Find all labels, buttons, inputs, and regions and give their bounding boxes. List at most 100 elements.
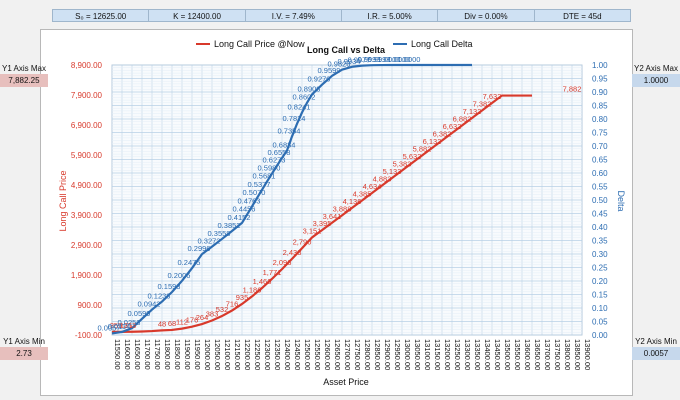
y1-axis-title: Long Call Price xyxy=(58,170,68,231)
data-label-price: 5,882 xyxy=(413,145,432,154)
y2-axis-min-box: Y2 Axis Min 0.0057 xyxy=(632,336,680,360)
grid-layer xyxy=(111,64,583,336)
legend-label-price: Long Call Price @Now xyxy=(214,39,305,49)
data-label-delta: 0.9977 xyxy=(348,56,371,65)
data-label-delta: 0.9998 xyxy=(368,55,391,64)
x-tick-label: 13900.00 xyxy=(583,339,592,370)
data-label-delta: 0.5070 xyxy=(243,188,266,197)
x-tick-label: 12750.00 xyxy=(353,339,362,370)
y2-tick-label: 0.80 xyxy=(592,115,608,124)
y1-tick-label: 1,900.00 xyxy=(71,271,103,280)
data-label-delta: 0.2475 xyxy=(178,258,201,267)
data-label-delta: 0.2006 xyxy=(168,271,191,280)
data-label-price: 4,883 xyxy=(373,175,392,184)
x-tick-label: 12550.00 xyxy=(313,339,322,370)
data-label-delta: 0.4763 xyxy=(238,196,261,205)
data-label-price: 264 xyxy=(196,313,209,322)
data-label-price: 1,771 xyxy=(263,268,282,277)
data-label-delta: 1.0000 xyxy=(388,55,411,64)
x-tick-label: 13750.00 xyxy=(553,339,562,370)
data-label-price: 5,383 xyxy=(393,160,412,169)
y2-tick-label: 0.25 xyxy=(592,264,608,273)
data-label-delta: 0.5377 xyxy=(248,180,271,189)
data-label-delta: 0.0599 xyxy=(128,309,151,318)
y1-axis-max-value[interactable]: 7,882.25 xyxy=(0,74,48,87)
x-tick-label: 12450.00 xyxy=(293,339,302,370)
x-tick-label: 12300.00 xyxy=(263,339,272,370)
data-label-delta: 0.1238 xyxy=(148,292,171,301)
x-tick-label: 13650.00 xyxy=(533,339,542,370)
data-label-price: 17 xyxy=(120,321,128,330)
data-label-price: 716 xyxy=(226,300,239,309)
data-label-delta: 0.8908 xyxy=(298,84,321,93)
x-tick-label: 13600.00 xyxy=(523,339,532,370)
x-tick-label: 12200.00 xyxy=(243,339,252,370)
data-label-delta: 0.0114 xyxy=(108,322,130,331)
data-label-price: 3,151 xyxy=(303,226,322,235)
y2-tick-label: 0.30 xyxy=(592,250,608,259)
y2-axis-max-value[interactable]: 1.0000 xyxy=(632,74,680,87)
x-tick-label: 11850.00 xyxy=(173,339,182,370)
data-label-delta: 0.6273 xyxy=(263,156,286,165)
x-tick-label: 11750.00 xyxy=(153,339,162,370)
data-label-delta: 0.8241 xyxy=(288,102,311,111)
x-tick-label: 13700.00 xyxy=(543,339,552,370)
data-label-price: 3,395 xyxy=(313,219,332,228)
data-label-price: 5,632 xyxy=(403,152,422,161)
data-label-price: 383 xyxy=(206,310,219,319)
y2-tick-label: 0.60 xyxy=(592,169,608,178)
y1-tick-label: 5,900.00 xyxy=(71,151,103,160)
y1-tick-label: 900.00 xyxy=(78,301,103,310)
x-tick-label: 12700.00 xyxy=(343,339,352,370)
data-label-delta: 0.9270 xyxy=(308,75,331,84)
data-label-delta: 0.3272 xyxy=(198,237,221,246)
data-label-delta: 0.8602 xyxy=(293,93,316,102)
data-label-price: 1,186 xyxy=(243,285,262,294)
y1-axis-max-label: Y1 Axis Max xyxy=(1,64,46,73)
y1-tick-label: 7,900.00 xyxy=(71,91,103,100)
y1-tick-label: -100.00 xyxy=(75,331,103,340)
x-tick-label: 11800.00 xyxy=(163,339,172,370)
param-div: Div = 0.00% xyxy=(437,9,535,22)
x-tick-label: 13800.00 xyxy=(563,339,572,370)
y2-tick-label: 0.00 xyxy=(592,331,608,340)
data-label-price: 6,382 xyxy=(433,130,452,139)
data-label-price: 2,096 xyxy=(273,258,292,267)
data-label-delta: 0.4152 xyxy=(228,213,251,222)
x-tick-label: 11550.00 xyxy=(113,339,122,370)
data-label-price: 3 xyxy=(110,321,114,330)
axis-layer: -100.00 900.00 1,900.00 2,900.00 3,900.00 4,9… xyxy=(71,61,608,370)
x-tick-label: 13850.00 xyxy=(573,339,582,370)
data-label-delta: 0.4456 xyxy=(233,205,256,214)
data-label-price: 6,632 xyxy=(443,122,462,131)
data-label-price: 7,132 xyxy=(463,107,482,116)
y1-tick-label: 8,900.00 xyxy=(71,61,103,70)
data-label-price: 935 xyxy=(236,293,249,302)
parameter-bar: S₀ = 12625.00 K = 12400.00 I.V. = 7.49% … xyxy=(52,9,631,22)
series-line-price xyxy=(111,94,532,334)
x-tick-label: 12850.00 xyxy=(373,339,382,370)
data-label-delta: 0.7354 xyxy=(278,126,301,135)
data-label-delta: 0.5681 xyxy=(253,172,276,181)
data-label-delta: 0.5980 xyxy=(258,164,281,173)
y2-tick-label: 0.85 xyxy=(592,102,608,111)
data-label-price: 68 xyxy=(168,319,176,328)
x-tick-label: 13500.00 xyxy=(503,339,512,370)
x-tick-label: 13200.00 xyxy=(443,339,452,370)
data-label-price: 532 xyxy=(216,305,229,314)
x-tick-label: 11700.00 xyxy=(143,339,152,370)
data-label-price: 48 xyxy=(158,319,166,328)
legend-label-delta: Long Call Delta xyxy=(411,39,473,49)
y1-axis-min-box: Y1 Axis Min 2.73 xyxy=(0,336,48,360)
y2-tick-label: 1.00 xyxy=(592,61,608,70)
y1-axis-min-value[interactable]: 2.73 xyxy=(0,347,48,360)
data-label-delta: 0.9599 xyxy=(318,66,341,75)
y2-axis-min-value[interactable]: 0.0057 xyxy=(632,347,680,360)
x-tick-label: 11950.00 xyxy=(193,339,202,370)
x-tick-label: 12150.00 xyxy=(233,339,242,370)
data-label-price: 7,632 xyxy=(483,92,502,101)
data-label-price: 5 xyxy=(114,321,118,330)
y1-tick-label: 4,900.00 xyxy=(71,181,103,190)
data-label-price: 1,466 xyxy=(253,277,272,286)
y2-axis-title: Delta xyxy=(616,190,626,211)
